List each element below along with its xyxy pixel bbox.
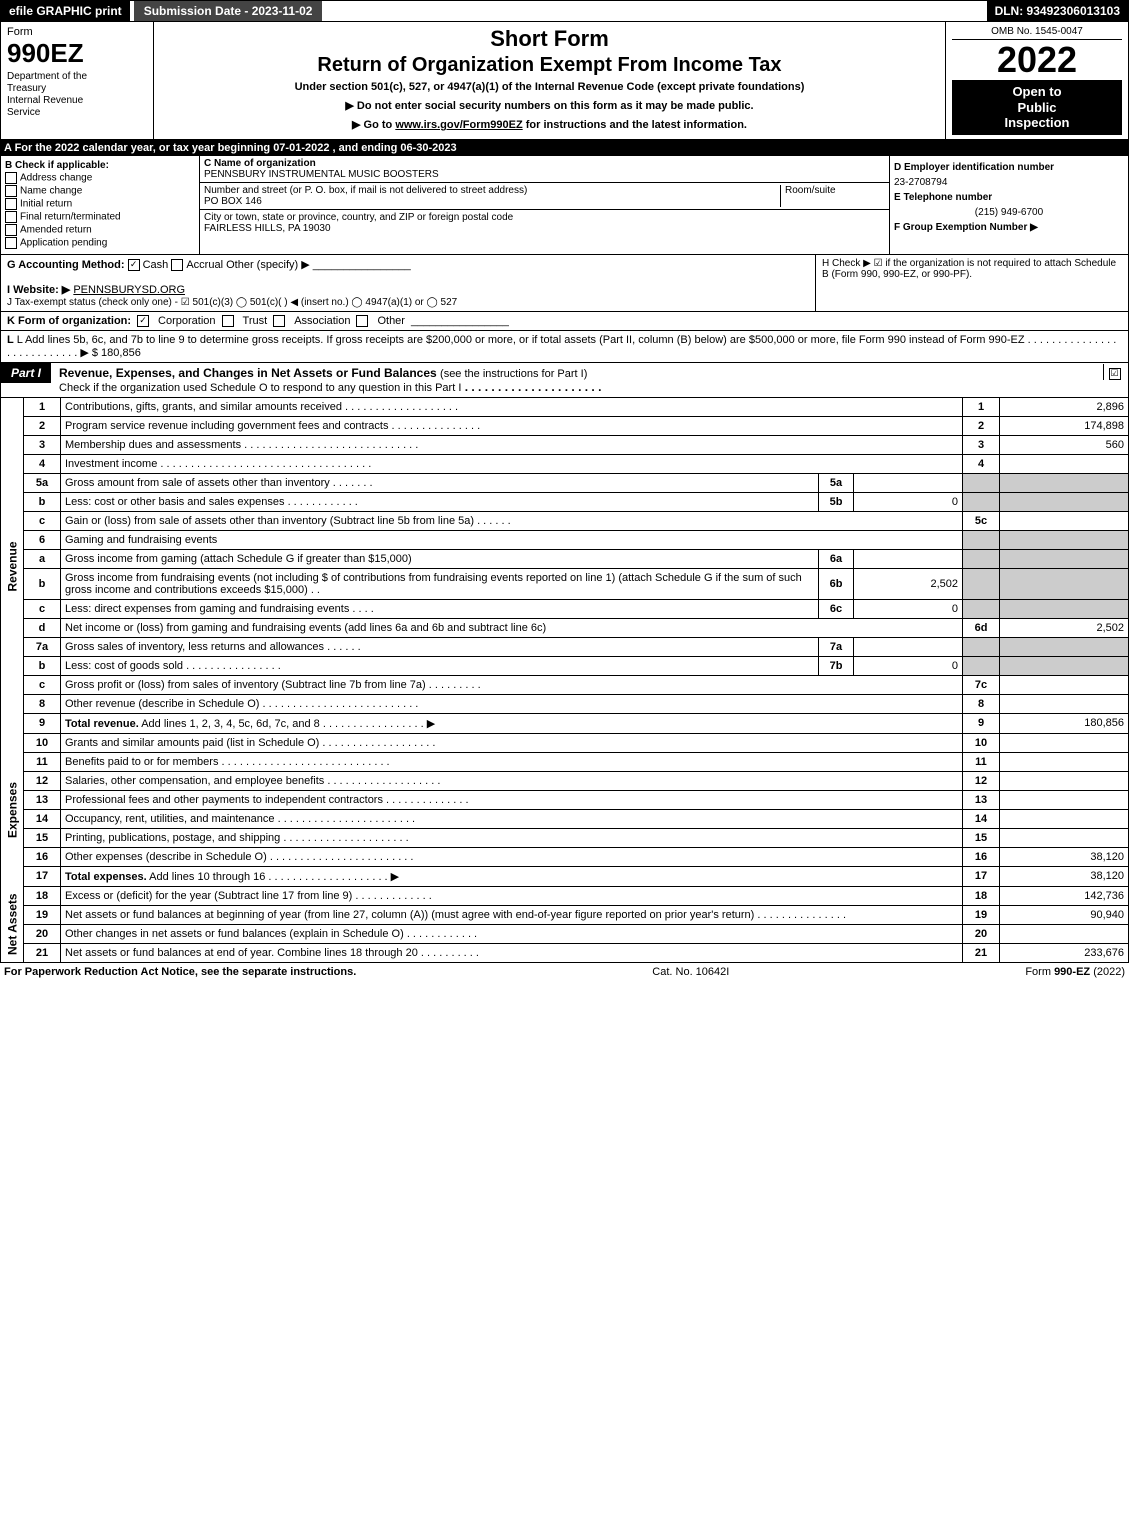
- line-2-value: 174,898: [1000, 416, 1129, 435]
- cb-accrual[interactable]: [171, 259, 183, 271]
- submission-date: Submission Date - 2023-11-02: [134, 1, 323, 21]
- line-6c-value: 0: [854, 599, 963, 618]
- revenue-side-label: Revenue: [1, 398, 24, 734]
- line-14-value: [1000, 809, 1129, 828]
- open-inspection: Open toPublicInspection: [952, 80, 1122, 135]
- form-label: Form: [7, 26, 147, 38]
- line-13-value: [1000, 790, 1129, 809]
- phone-value: (215) 949-6700: [894, 205, 1124, 220]
- ein-value: 23-2708794: [894, 175, 1124, 190]
- line-3-value: 560: [1000, 435, 1129, 454]
- goto-link[interactable]: www.irs.gov/Form990EZ: [395, 119, 522, 131]
- phone-label: E Telephone number: [894, 190, 1124, 205]
- website-value[interactable]: PENNSBURYSD.ORG: [73, 284, 185, 296]
- section-d: D Employer identification number 23-2708…: [890, 156, 1128, 254]
- part-1-header: Part I Revenue, Expenses, and Changes in…: [0, 363, 1129, 398]
- revenue-table: Revenue 1 Contributions, gifts, grants, …: [0, 398, 1129, 963]
- line-10-value: [1000, 733, 1129, 752]
- header-center: Short Form Return of Organization Exempt…: [154, 22, 946, 139]
- section-g: G Accounting Method: ✓Cash Accrual Other…: [1, 255, 816, 311]
- line-6b-value: 2,502: [854, 568, 963, 599]
- info-grid: B Check if applicable: Address change Na…: [0, 156, 1129, 255]
- line-17-value: 38,120: [1000, 866, 1129, 886]
- cb-initial-return[interactable]: Initial return: [5, 198, 195, 210]
- line-18-value: 142,736: [1000, 886, 1129, 905]
- part-1-label: Part I: [1, 363, 51, 383]
- form-header: Form 990EZ Department of theTreasuryInte…: [0, 22, 1129, 140]
- cb-corporation[interactable]: ✓: [137, 315, 149, 327]
- efile-label: efile GRAPHIC print: [1, 1, 130, 21]
- short-form-title: Short Form: [162, 26, 937, 52]
- line-9-value: 180,856: [1000, 713, 1129, 733]
- section-j: J Tax-exempt status (check only one) - ☑…: [7, 297, 457, 308]
- street-value: PO BOX 146: [204, 196, 262, 207]
- line-6d-value: 2,502: [1000, 618, 1129, 637]
- part-1-title: Revenue, Expenses, and Changes in Net As…: [51, 363, 1103, 397]
- cb-address-change[interactable]: Address change: [5, 172, 195, 184]
- header-left: Form 990EZ Department of theTreasuryInte…: [1, 22, 154, 139]
- line-4-value: [1000, 454, 1129, 473]
- goto-line: ▶ Go to www.irs.gov/Form990EZ for instru…: [162, 118, 937, 131]
- line-20-value: [1000, 924, 1129, 943]
- line-5a-value: [854, 473, 963, 492]
- line-1-value: 2,896: [1000, 398, 1129, 417]
- under-section: Under section 501(c), 527, or 4947(a)(1)…: [162, 81, 937, 93]
- website-label: I Website: ▶: [7, 284, 70, 296]
- line-8-value: [1000, 694, 1129, 713]
- line-12-value: [1000, 771, 1129, 790]
- line-7c-value: [1000, 675, 1129, 694]
- city-value: FAIRLESS HILLS, PA 19030: [204, 223, 331, 234]
- cb-application-pending[interactable]: Application pending: [5, 237, 195, 249]
- check-o-box[interactable]: ☑: [1103, 364, 1128, 380]
- section-k: K Form of organization: ✓Corporation Tru…: [0, 312, 1129, 331]
- city-label: City or town, state or province, country…: [204, 212, 513, 223]
- line-16-value: 38,120: [1000, 847, 1129, 866]
- cb-cash[interactable]: ✓: [128, 259, 140, 271]
- line-7a-value: [854, 637, 963, 656]
- cb-name-change[interactable]: Name change: [5, 185, 195, 197]
- omb-number: OMB No. 1545-0047: [952, 26, 1122, 40]
- section-l: L L Add lines 5b, 6c, and 7b to line 9 t…: [0, 331, 1129, 363]
- line-7b-value: 0: [854, 656, 963, 675]
- top-bar: efile GRAPHIC print Submission Date - 20…: [0, 0, 1129, 22]
- dept-label: Department of theTreasuryInternal Revenu…: [7, 71, 147, 119]
- cb-final-return[interactable]: Final return/terminated: [5, 211, 195, 223]
- footer-left: For Paperwork Reduction Act Notice, see …: [4, 966, 356, 978]
- footer-mid: Cat. No. 10642I: [652, 966, 729, 978]
- room-suite-label: Room/suite: [780, 185, 885, 207]
- line-5c-value: [1000, 511, 1129, 530]
- ein-label: D Employer identification number: [894, 160, 1124, 175]
- cb-other[interactable]: [356, 315, 368, 327]
- cb-trust[interactable]: [222, 315, 234, 327]
- header-right: OMB No. 1545-0047 2022 Open toPublicInsp…: [946, 22, 1128, 139]
- section-c: C Name of organization PENNSBURY INSTRUM…: [200, 156, 890, 254]
- line-5b-value: 0: [854, 492, 963, 511]
- line-6a-value: [854, 549, 963, 568]
- street-label: Number and street (or P. O. box, if mail…: [204, 185, 527, 196]
- section-h: H Check ▶ ☑ if the organization is not r…: [816, 255, 1128, 311]
- line-15-value: [1000, 828, 1129, 847]
- footer-right: Form 990-EZ (2022): [1025, 966, 1125, 978]
- section-b-label: B Check if applicable:: [5, 160, 195, 171]
- return-title: Return of Organization Exempt From Incom…: [162, 54, 937, 77]
- line-11-value: [1000, 752, 1129, 771]
- group-exemption-label: F Group Exemption Number ▶: [894, 220, 1124, 235]
- cb-amended-return[interactable]: Amended return: [5, 224, 195, 236]
- line-19-value: 90,940: [1000, 905, 1129, 924]
- page-footer: For Paperwork Reduction Act Notice, see …: [0, 963, 1129, 981]
- ssn-warning: ▶ Do not enter social security numbers o…: [162, 99, 937, 112]
- section-a: A For the 2022 calendar year, or tax yea…: [0, 140, 1129, 156]
- dln-label: DLN: 93492306013103: [987, 1, 1128, 21]
- org-name: PENNSBURY INSTRUMENTAL MUSIC BOOSTERS: [204, 169, 885, 180]
- tax-year: 2022: [952, 42, 1122, 78]
- cb-association[interactable]: [273, 315, 285, 327]
- expenses-side-label: Expenses: [1, 733, 24, 886]
- section-b: B Check if applicable: Address change Na…: [1, 156, 200, 254]
- net-assets-side-label: Net Assets: [1, 886, 24, 962]
- org-name-label: C Name of organization: [204, 158, 885, 169]
- form-number: 990EZ: [7, 38, 147, 69]
- line-21-value: 233,676: [1000, 943, 1129, 962]
